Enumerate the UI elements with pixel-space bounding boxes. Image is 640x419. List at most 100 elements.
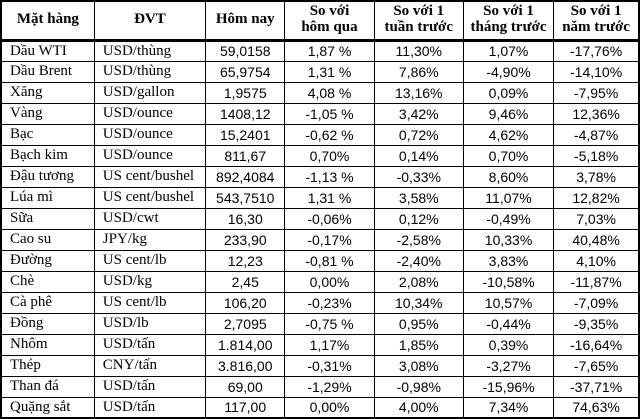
cell-vs-1-year-ago: -5,18% <box>553 144 640 167</box>
cell-unit: USD/tấn <box>93 396 207 419</box>
cell-unit: USD/ounce <box>93 123 207 146</box>
cell-vs-1-year-ago: 7,03% <box>553 207 640 230</box>
cell-commodity: Cà phê <box>0 291 95 314</box>
cell-vs-1-year-ago: -37,71% <box>553 375 640 398</box>
cell-today: 892,4084 <box>205 165 286 188</box>
cell-unit: USD/gallon <box>93 81 207 104</box>
table-row: Lúa mì US cent/bushel 543,7510 1,31 % 3,58% 1… <box>0 186 640 209</box>
cell-vs-yesterday: 1,17% <box>284 333 375 356</box>
cell-vs-yesterday: 1,31 % <box>284 186 375 209</box>
cell-vs-yesterday: -0,75 % <box>284 312 375 335</box>
cell-vs-yesterday: 0,00% <box>284 270 375 293</box>
cell-today: 59,0158 <box>205 39 286 62</box>
cell-commodity: Đậu tương <box>0 165 95 188</box>
cell-commodity: Bạc <box>0 123 95 146</box>
cell-vs-yesterday: 0,70% <box>284 144 375 167</box>
cell-vs-yesterday: 4,08 % <box>284 81 375 104</box>
cell-commodity: Quặng sắt <box>0 396 95 419</box>
cell-vs-1-month-ago: -4,90% <box>462 60 555 83</box>
cell-vs-1-week-ago: 2,08% <box>373 270 464 293</box>
cell-vs-1-week-ago: -0,98% <box>373 375 464 398</box>
table-row: Bạc USD/ounce 15,2401 -0,62 % 0,72% 4,62% -4,8… <box>0 123 640 146</box>
cell-vs-1-week-ago: 3,08% <box>373 354 464 377</box>
cell-vs-1-year-ago: -14,10% <box>553 60 640 83</box>
table-row: Xăng USD/gallon 1,9575 4,08 % 13,16% 0,09% -7,… <box>0 81 640 104</box>
cell-commodity: Dầu Brent <box>0 60 95 83</box>
cell-today: 106,20 <box>205 291 286 314</box>
cell-vs-1-month-ago: 8,60% <box>462 165 555 188</box>
cell-vs-1-year-ago: 12,36% <box>553 102 640 125</box>
cell-vs-1-week-ago: 0,12% <box>373 207 464 230</box>
cell-vs-1-year-ago: -7,95% <box>553 81 640 104</box>
cell-commodity: Dầu WTI <box>0 39 95 62</box>
cell-unit: US cent/lb <box>93 291 207 314</box>
table-row: Than đá USD/tấn 69,00 -1,29% -0,98% -15,96% -3… <box>0 375 640 398</box>
cell-vs-1-month-ago: 10,57% <box>462 291 555 314</box>
table-body: Dầu WTI USD/thùng 59,0158 1,87 % 11,30% 1,07%… <box>0 39 640 419</box>
cell-vs-1-month-ago: 1,07% <box>462 39 555 62</box>
table-row: Vàng USD/ounce 1408,12 -1,05 % 3,42% 9,46% 12,… <box>0 102 640 125</box>
cell-vs-1-month-ago: -0,44% <box>462 312 555 335</box>
cell-vs-1-month-ago: -10,58% <box>462 270 555 293</box>
cell-vs-1-week-ago: 13,16% <box>373 81 464 104</box>
cell-vs-1-week-ago: 11,30% <box>373 39 464 62</box>
table-row: Dầu WTI USD/thùng 59,0158 1,87 % 11,30% 1,07%… <box>0 39 640 62</box>
cell-vs-yesterday: -0,62 % <box>284 123 375 146</box>
cell-vs-1-week-ago: 10,34% <box>373 291 464 314</box>
cell-commodity: Nhôm <box>0 333 95 356</box>
cell-unit: USD/ounce <box>93 102 207 125</box>
cell-vs-1-year-ago: 40,48% <box>553 228 640 251</box>
cell-vs-1-month-ago: -15,96% <box>462 375 555 398</box>
cell-unit: US cent/lb <box>93 249 207 272</box>
cell-today: 15,2401 <box>205 123 286 146</box>
table-row: Đậu tương US cent/bushel 892,4084 -1,13 % -0… <box>0 165 640 188</box>
cell-vs-1-year-ago: 4,10% <box>553 249 640 272</box>
cell-vs-yesterday: -0,06% <box>284 207 375 230</box>
table-row: Đường US cent/lb 12,23 -0,81 % -2,40% 3,83% 4,… <box>0 249 640 272</box>
cell-vs-yesterday: -1,13 % <box>284 165 375 188</box>
cell-commodity: Cao su <box>0 228 95 251</box>
cell-vs-1-week-ago: -2,40% <box>373 249 464 272</box>
column-header-vs-yesterday: So với hôm qua <box>284 0 375 42</box>
table-row: Nhôm USD/tấn 1.814,00 1,17% 1,85% 0,39% -16,64… <box>0 333 640 356</box>
cell-vs-1-month-ago: 0,09% <box>462 81 555 104</box>
cell-vs-1-year-ago: 12,82% <box>553 186 640 209</box>
cell-vs-1-month-ago: 10,33% <box>462 228 555 251</box>
cell-vs-yesterday: -0,17% <box>284 228 375 251</box>
cell-vs-1-week-ago: 0,14% <box>373 144 464 167</box>
column-header-today: Hôm nay <box>205 0 286 42</box>
cell-vs-1-month-ago: 3,83% <box>462 249 555 272</box>
cell-unit: USD/ounce <box>93 144 207 167</box>
cell-today: 1408,12 <box>205 102 286 125</box>
cell-vs-1-week-ago: 3,42% <box>373 102 464 125</box>
table-row: Sữa USD/cwt 16,30 -0,06% 0,12% -0,49% 7,03% <box>0 207 640 230</box>
cell-vs-1-month-ago: 0,39% <box>462 333 555 356</box>
cell-today: 2,7095 <box>205 312 286 335</box>
cell-unit: USD/tấn <box>93 333 207 356</box>
cell-today: 69,00 <box>205 375 286 398</box>
cell-unit: USD/thùng <box>93 60 207 83</box>
cell-vs-yesterday: -1,29% <box>284 375 375 398</box>
cell-unit: USD/thùng <box>93 39 207 62</box>
cell-today: 117,00 <box>205 396 286 419</box>
cell-vs-yesterday: 1,87 % <box>284 39 375 62</box>
table-row: Đồng USD/lb 2,7095 -0,75 % 0,95% -0,44% -9,35% <box>0 312 640 335</box>
cell-commodity: Chè <box>0 270 95 293</box>
cell-today: 3.816,00 <box>205 354 286 377</box>
cell-vs-1-week-ago: 4,00% <box>373 396 464 419</box>
column-header-vs-1-year-ago: So với 1 năm trước <box>553 0 640 42</box>
cell-vs-1-week-ago: 0,72% <box>373 123 464 146</box>
cell-vs-1-week-ago: 3,58% <box>373 186 464 209</box>
header-row: Mặt hàng ĐVT Hôm nay So với hôm qua So với 1… <box>0 0 640 42</box>
cell-commodity: Bạch kim <box>0 144 95 167</box>
cell-unit: USD/kg <box>93 270 207 293</box>
cell-vs-1-week-ago: 1,85% <box>373 333 464 356</box>
table-row: Dầu Brent USD/thùng 65,9754 1,31 % 7,86% -4,9… <box>0 60 640 83</box>
cell-commodity: Than đá <box>0 375 95 398</box>
cell-today: 543,7510 <box>205 186 286 209</box>
cell-vs-1-week-ago: -2,58% <box>373 228 464 251</box>
table-row: Thép CNY/tấn 3.816,00 -0,31% 3,08% -3,27% -7,6… <box>0 354 640 377</box>
cell-unit: US cent/bushel <box>93 165 207 188</box>
